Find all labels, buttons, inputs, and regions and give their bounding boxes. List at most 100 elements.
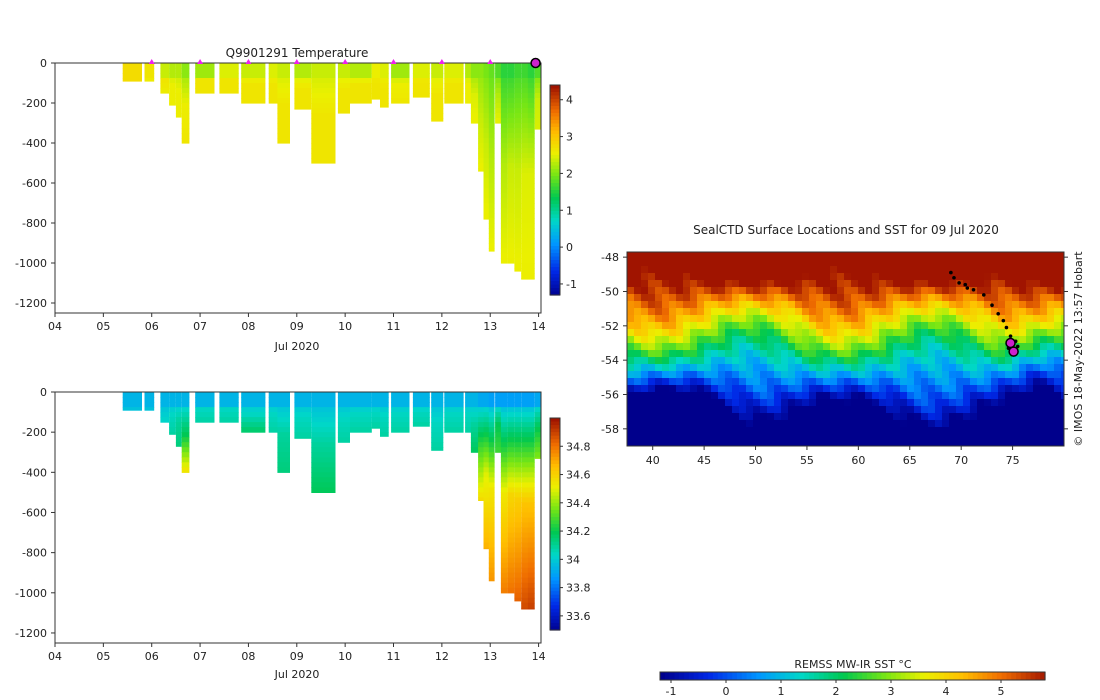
sst-cell — [816, 413, 824, 421]
sst-cell — [662, 343, 670, 351]
profile-cell — [311, 68, 336, 74]
sst-colorbar-segment — [761, 672, 767, 680]
sst-cell — [1033, 364, 1041, 372]
sst-cell — [991, 329, 999, 337]
profile-cell — [521, 208, 528, 214]
sst-cell — [879, 287, 887, 295]
sst-cell — [732, 406, 740, 414]
sst-cell — [634, 434, 642, 442]
current-location-marker — [1005, 337, 1016, 349]
sst-cell — [683, 413, 691, 421]
sst-cell — [788, 252, 796, 260]
salinity-section-plot: 04 05 06 07 08 09 10 11 12 13 14 0-200-400-600-800… — [15, 386, 590, 681]
sst-cell — [704, 315, 712, 323]
profile-cell — [169, 73, 176, 79]
sst-cell — [970, 322, 978, 330]
sst-cell — [1026, 413, 1034, 421]
profile-cell — [431, 397, 444, 403]
sst-cell — [690, 406, 698, 414]
sst-cell — [683, 357, 691, 365]
x-tick-label: 10 — [338, 650, 352, 663]
profile-cell — [337, 108, 350, 114]
colorbar-segment — [550, 239, 560, 244]
sst-cell — [1054, 392, 1062, 400]
sst-cell — [823, 385, 831, 393]
profile-cell — [521, 477, 528, 483]
sst-cell — [886, 364, 894, 372]
profile-cell — [483, 432, 490, 438]
colorbar-segment — [550, 130, 560, 135]
colorbar-segment — [550, 99, 560, 104]
sst-cell — [837, 350, 845, 358]
sst-cell — [802, 399, 810, 407]
sst-cell — [942, 378, 950, 386]
sst-cell — [732, 427, 740, 435]
y-tick-label: -1200 — [15, 627, 47, 640]
profile-cell — [181, 63, 190, 69]
sst-cell — [704, 364, 712, 372]
profile-cell — [277, 437, 290, 443]
track-point — [971, 287, 976, 292]
sst-cell — [886, 392, 894, 400]
colorbar-segment — [550, 281, 560, 286]
sst-cell — [697, 308, 705, 316]
profile-cell — [483, 407, 490, 413]
sst-cell — [1040, 315, 1048, 323]
sst-cell — [802, 301, 810, 309]
sst-cell — [746, 280, 754, 288]
sst-cell — [970, 406, 978, 414]
profile-cell — [514, 238, 522, 244]
profile-cell — [478, 83, 484, 89]
profile-cell — [514, 457, 522, 463]
sst-colorbar-segment — [963, 672, 969, 680]
sst-cell — [690, 259, 698, 267]
sst-cell — [837, 315, 845, 323]
sst-cell — [886, 399, 894, 407]
sst-cell — [886, 315, 894, 323]
sst-cell — [893, 252, 901, 260]
sst-cell — [886, 329, 894, 337]
profile-cell — [181, 427, 190, 433]
profile-cell — [241, 422, 266, 428]
profile-cell — [500, 587, 508, 594]
profile-cell — [241, 412, 266, 418]
profile-cell — [371, 392, 382, 398]
sst-cell — [900, 364, 908, 372]
sst-cell — [641, 343, 649, 351]
sst-cell — [998, 441, 1006, 447]
sst-colorbar-segment — [968, 672, 974, 680]
sst-cell — [816, 441, 824, 447]
sst-colorbar-segment — [732, 672, 738, 680]
profile-cell — [444, 68, 464, 74]
sst-cell — [837, 287, 845, 295]
profile-cell — [483, 467, 490, 473]
sst-cell — [886, 273, 894, 281]
profile-cell — [444, 412, 464, 418]
profile-cell — [181, 98, 190, 104]
sst-cell — [781, 420, 789, 428]
sst-cell — [781, 273, 789, 281]
profile-cell — [294, 98, 312, 104]
profile-cell — [521, 258, 528, 264]
sst-cell — [1033, 441, 1041, 447]
sst-cell — [830, 399, 838, 407]
profile-marker — [487, 59, 494, 64]
sst-colorbar-segment — [939, 672, 945, 680]
sst-cell — [1047, 441, 1055, 447]
sst-cell — [676, 287, 684, 295]
profile-cell — [277, 88, 290, 94]
sst-cell — [746, 378, 754, 386]
sst-cell — [634, 259, 642, 267]
sst-cell — [858, 350, 866, 358]
sst-cell — [1054, 322, 1062, 330]
colorbar-segment — [550, 541, 560, 546]
sst-cell — [1005, 287, 1013, 295]
sst-cell — [991, 378, 999, 386]
profile-cell — [219, 397, 239, 403]
sst-colorbar-segment — [958, 672, 964, 680]
y-tick-label: -200 — [22, 426, 47, 439]
profile-cell — [500, 552, 508, 559]
profile-cell — [500, 397, 508, 403]
profile-cell — [380, 427, 389, 433]
sst-cell — [851, 427, 859, 435]
